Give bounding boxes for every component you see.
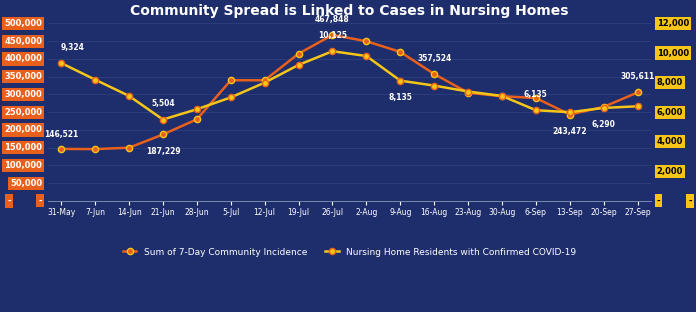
Text: 243,472: 243,472 (553, 127, 587, 136)
Nursing Home Residents with Confirmed COVID-19 (193, 107, 201, 111)
Nursing Home Residents with Confirmed COVID-19 (227, 95, 235, 99)
Sum of 7-Day Community Incidence (193, 117, 201, 121)
Nursing Home Residents with Confirmed COVID-19 (599, 106, 608, 110)
Nursing Home Residents with Confirmed COVID-19 (532, 108, 540, 112)
Nursing Home Residents with Confirmed COVID-19 (329, 49, 337, 53)
Text: 4,000: 4,000 (657, 137, 683, 146)
Nursing Home Residents with Confirmed COVID-19 (566, 110, 574, 114)
Sum of 7-Day Community Incidence (125, 146, 133, 149)
Sum of 7-Day Community Incidence (362, 39, 370, 43)
Nursing Home Residents with Confirmed COVID-19 (633, 105, 642, 108)
Nursing Home Residents with Confirmed COVID-19 (396, 79, 404, 82)
Text: 305,611: 305,611 (620, 72, 655, 81)
Text: 8,135: 8,135 (388, 93, 412, 102)
Nursing Home Residents with Confirmed COVID-19 (498, 94, 506, 98)
Nursing Home Residents with Confirmed COVID-19 (430, 84, 438, 87)
Text: 150,000: 150,000 (4, 143, 42, 152)
Nursing Home Residents with Confirmed COVID-19 (260, 81, 269, 85)
Legend: Sum of 7-Day Community Incidence, Nursing Home Residents with Confirmed COVID-19: Sum of 7-Day Community Incidence, Nursin… (119, 244, 580, 260)
Text: 467,848: 467,848 (315, 15, 350, 24)
Sum of 7-Day Community Incidence (227, 78, 235, 82)
Text: 5,504: 5,504 (151, 100, 175, 109)
Text: 10,125: 10,125 (318, 31, 347, 40)
Sum of 7-Day Community Incidence (532, 96, 540, 100)
Sum of 7-Day Community Incidence (430, 72, 438, 76)
Sum of 7-Day Community Incidence (57, 147, 65, 151)
Nursing Home Residents with Confirmed COVID-19 (57, 61, 65, 65)
Sum of 7-Day Community Incidence (260, 78, 269, 82)
Text: 6,000: 6,000 (657, 108, 683, 117)
Sum of 7-Day Community Incidence (566, 113, 574, 116)
Text: 300,000: 300,000 (4, 90, 42, 99)
Sum of 7-Day Community Incidence (633, 90, 642, 94)
Text: 50,000: 50,000 (10, 179, 42, 188)
Line: Nursing Home Residents with Confirmed COVID-19: Nursing Home Residents with Confirmed CO… (58, 48, 641, 123)
Text: 6,135: 6,135 (524, 90, 548, 99)
Text: 500,000: 500,000 (4, 19, 42, 28)
Text: 9,324: 9,324 (61, 43, 84, 52)
Line: Sum of 7-Day Community Incidence: Sum of 7-Day Community Incidence (58, 32, 641, 152)
Text: 12,000: 12,000 (657, 19, 689, 28)
Text: 146,521: 146,521 (44, 130, 79, 139)
Sum of 7-Day Community Incidence (464, 91, 473, 95)
Sum of 7-Day Community Incidence (294, 52, 303, 56)
Sum of 7-Day Community Incidence (498, 94, 506, 98)
Sum of 7-Day Community Incidence (329, 33, 337, 37)
Sum of 7-Day Community Incidence (599, 105, 608, 109)
Nursing Home Residents with Confirmed COVID-19 (159, 118, 167, 121)
Text: 8,000: 8,000 (657, 78, 683, 87)
Nursing Home Residents with Confirmed COVID-19 (464, 90, 473, 93)
Text: 350,000: 350,000 (4, 72, 42, 81)
Text: -: - (7, 196, 10, 205)
Nursing Home Residents with Confirmed COVID-19 (362, 54, 370, 58)
Text: 400,000: 400,000 (4, 55, 42, 63)
Text: -: - (657, 196, 661, 205)
Text: 10,000: 10,000 (657, 49, 689, 58)
Nursing Home Residents with Confirmed COVID-19 (294, 63, 303, 67)
Text: 100,000: 100,000 (4, 161, 42, 170)
Sum of 7-Day Community Incidence (159, 133, 167, 136)
Text: -: - (38, 196, 42, 205)
Text: 6,290: 6,290 (592, 120, 615, 129)
Nursing Home Residents with Confirmed COVID-19 (125, 94, 133, 98)
Text: 250,000: 250,000 (4, 108, 42, 117)
Sum of 7-Day Community Incidence (91, 147, 100, 151)
Sum of 7-Day Community Incidence (396, 50, 404, 54)
Text: 2,000: 2,000 (657, 167, 683, 176)
Text: 200,000: 200,000 (4, 125, 42, 134)
Text: 357,524: 357,524 (417, 54, 451, 63)
Text: 450,000: 450,000 (4, 37, 42, 46)
Nursing Home Residents with Confirmed COVID-19 (91, 78, 100, 81)
Title: Community Spread is Linked to Cases in Nursing Homes: Community Spread is Linked to Cases in N… (130, 4, 569, 18)
Text: -: - (688, 196, 692, 205)
Text: 187,229: 187,229 (145, 147, 180, 156)
